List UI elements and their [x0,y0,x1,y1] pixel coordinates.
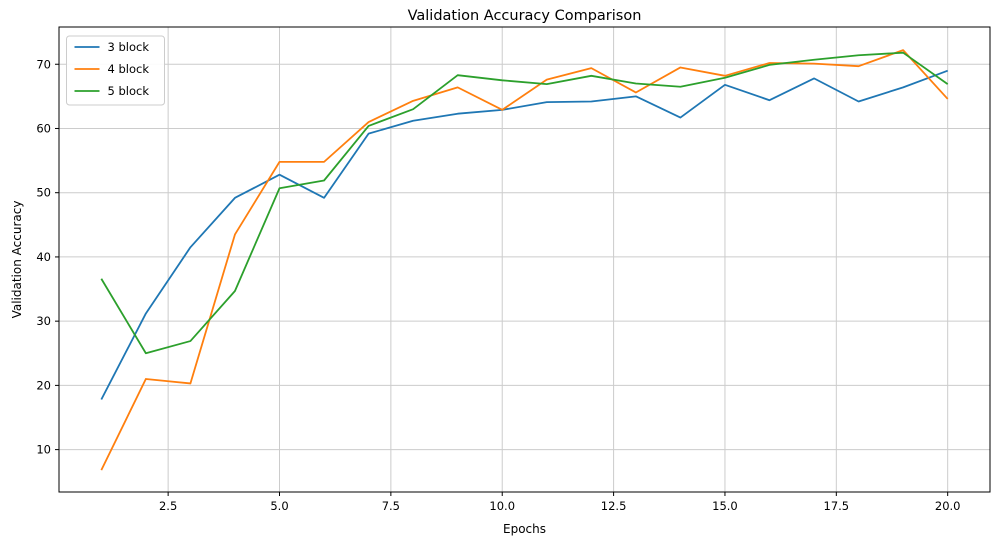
series-line-4-block [100,49,949,471]
x-axis-label: Epochs [503,522,546,536]
series-line-5-block [100,51,949,355]
legend-label: 5 block [108,84,150,98]
x-tick-label: 17.5 [824,499,850,513]
axes-spines [58,26,991,493]
axis-ticks: 2.5 5.0 7.5 10.0 12.5 15.0 17.5 20.0 10 20 30 40 50 6… [36,57,960,513]
x-tick-label: 5.0 [270,499,288,513]
y-axis-label: Validation Accuracy [10,201,24,319]
x-tick-label: 7.5 [382,499,400,513]
plot-border [58,26,991,493]
x-tick-label: 15.0 [712,499,738,513]
y-tick-label: 40 [36,250,51,264]
y-tick-label: 30 [36,314,51,328]
series-line-3-block [100,69,948,400]
data-series [100,49,949,471]
y-tick-label: 10 [36,443,51,457]
y-tick-label: 50 [36,186,51,200]
y-tick-label: 20 [36,378,51,392]
legend-label: 4 block [108,62,150,76]
y-tick-label: 70 [36,57,51,71]
y-tick-label: 60 [36,121,51,135]
grid-lines [59,27,990,492]
x-tick-label: 10.0 [489,499,515,513]
legend: 3 block 4 block 5 block [66,35,165,106]
legend-label: 3 block [108,40,150,54]
x-tick-label: 2.5 [159,499,177,513]
legend-box [66,35,165,106]
chart-title: Validation Accuracy Comparison [408,8,642,24]
x-tick-label: 20.0 [935,499,961,513]
x-tick-label: 12.5 [601,499,627,513]
